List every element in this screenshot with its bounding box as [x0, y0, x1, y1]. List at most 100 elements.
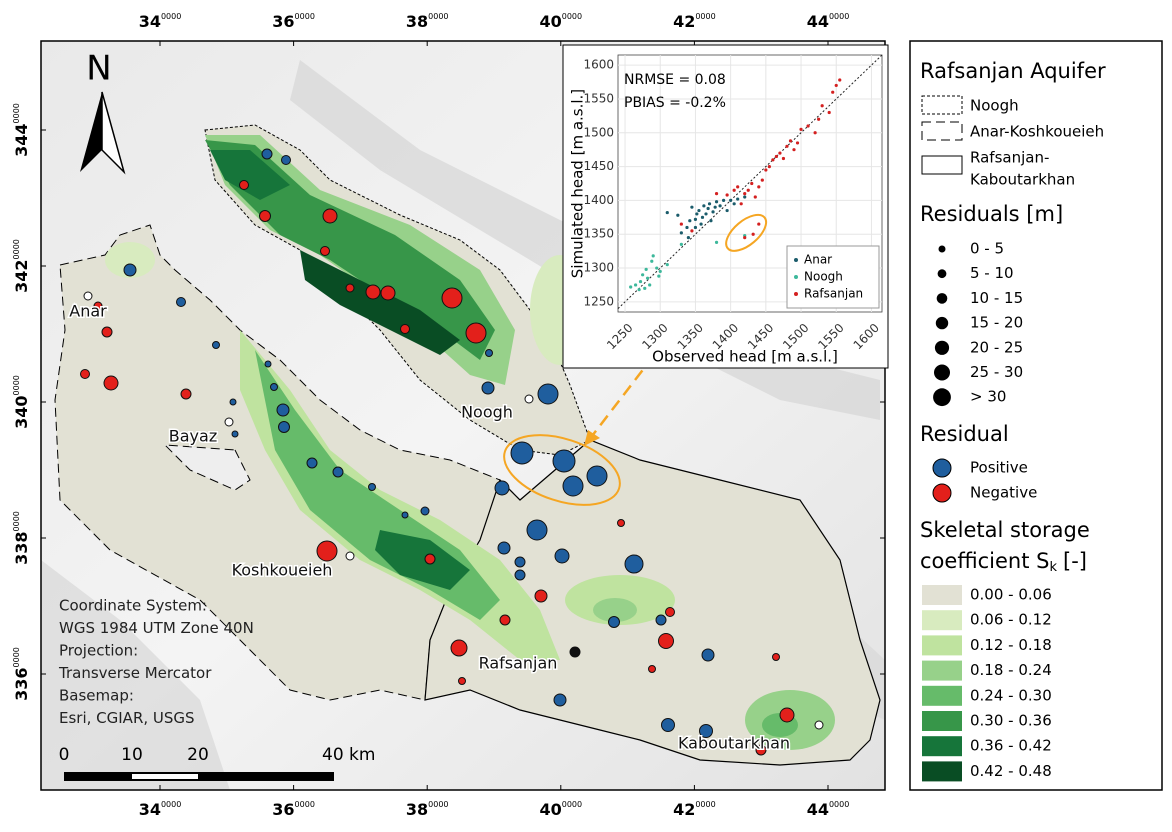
- sk-swatch: [922, 610, 962, 630]
- tick-minor: 0000: [562, 12, 582, 21]
- scale-bar: [64, 772, 334, 781]
- tick-major: 38: [406, 12, 428, 31]
- point: [697, 209, 700, 212]
- point: [740, 202, 743, 205]
- legend-label: Anar: [804, 253, 832, 267]
- point: [707, 207, 710, 210]
- point: [789, 139, 792, 142]
- y-tick-label: 3420000: [12, 239, 31, 293]
- point: [699, 222, 702, 225]
- tick-major: 36: [272, 12, 294, 31]
- sk-label: 0.18 - 0.24: [970, 661, 1052, 679]
- y-tick-label: 1450: [583, 159, 614, 173]
- point: [634, 283, 637, 286]
- point: [680, 231, 683, 234]
- point: [690, 229, 693, 232]
- point: [629, 285, 632, 288]
- x-tick-label: 340000: [139, 12, 182, 31]
- y-tick-label: 3440000: [12, 103, 31, 157]
- sk-label: 0.36 - 0.42: [970, 737, 1052, 755]
- point: [747, 189, 750, 192]
- size-swatch: [936, 317, 948, 329]
- sk-label: 0.30 - 0.36: [970, 712, 1052, 730]
- point: [722, 199, 725, 202]
- point: [711, 210, 714, 213]
- point: [676, 214, 679, 217]
- sk-label: 0.06 - 0.12: [970, 611, 1052, 629]
- point: [782, 157, 785, 160]
- point: [685, 226, 688, 229]
- point: [792, 148, 795, 151]
- tick-minor: 0000: [12, 511, 21, 531]
- tick-minor: 0000: [428, 12, 448, 21]
- point: [655, 266, 658, 269]
- point: [806, 124, 809, 127]
- title-sub: k: [1049, 560, 1057, 575]
- y-tick-label: 3380000: [12, 511, 31, 565]
- aquifer-label: Anar-Koshkoueieh: [970, 123, 1104, 141]
- sign-swatch: [933, 459, 951, 477]
- sk-label: 0.24 - 0.30: [970, 686, 1052, 704]
- tick-minor: 0000: [829, 12, 849, 21]
- size-swatch: [937, 293, 948, 304]
- sk-swatch: [922, 635, 962, 655]
- size-label: 25 - 30: [970, 363, 1023, 381]
- tick-major: 36: [272, 800, 294, 819]
- map-info: Projection:: [59, 642, 138, 660]
- aquifer-swatch: [922, 96, 962, 114]
- point: [814, 131, 817, 134]
- x-tick-label: 420000: [673, 800, 716, 819]
- tick-minor: 0000: [829, 800, 849, 809]
- tick-major: 40: [539, 800, 561, 819]
- tick-minor: 0000: [562, 800, 582, 809]
- point: [657, 275, 660, 278]
- place-label: Noogh: [461, 403, 513, 422]
- point: [648, 283, 651, 286]
- y-tick-label: 1350: [583, 227, 614, 241]
- figure: N 34000034000036000036000038000038000040…: [0, 0, 1172, 828]
- tick-major: 336: [12, 667, 31, 700]
- point: [757, 222, 760, 225]
- size-label: 5 - 10: [970, 264, 1014, 282]
- point: [715, 200, 718, 203]
- y-axis-title: Simulated head [m a.s.l.]: [569, 89, 587, 278]
- aquifer-swatch: [922, 156, 962, 174]
- point: [666, 263, 669, 266]
- place-label: Rafsanjan: [479, 654, 558, 673]
- point: [659, 270, 662, 273]
- tick-major: 340: [12, 395, 31, 428]
- place-label: Kaboutarkhan: [678, 734, 790, 753]
- aquifer-label: Rafsanjan-: [970, 149, 1049, 167]
- point: [694, 226, 697, 229]
- aquifer-label: Noogh: [970, 97, 1019, 115]
- tick-minor: 0000: [12, 103, 21, 123]
- legend-marker: [794, 292, 798, 296]
- size-swatch: [933, 388, 951, 406]
- x-tick-label: 400000: [539, 800, 582, 819]
- legend-marker: [794, 258, 798, 262]
- point: [650, 260, 653, 263]
- point: [718, 204, 721, 207]
- point: [643, 287, 646, 290]
- point: [831, 91, 834, 94]
- point: [757, 185, 760, 188]
- tick-minor: 0000: [428, 800, 448, 809]
- y-tick-label: 1500: [583, 125, 614, 139]
- point: [708, 202, 711, 205]
- point: [733, 189, 736, 192]
- legend-label: Noogh: [804, 270, 843, 284]
- y-tick-label: 1400: [583, 193, 614, 207]
- point: [690, 206, 693, 209]
- size-label: 10 - 15: [970, 289, 1023, 307]
- size-swatch: [935, 341, 949, 355]
- place-label: Anar: [69, 302, 107, 321]
- point: [652, 254, 655, 257]
- x-tick-label: 440000: [807, 12, 850, 31]
- x-tick-label: 360000: [272, 12, 315, 31]
- annotation: PBIAS = -0.2%: [624, 95, 726, 111]
- point: [752, 233, 755, 236]
- tick-major: 42: [673, 800, 695, 819]
- y-tick-label: 3400000: [12, 375, 31, 429]
- x-tick-label: 380000: [406, 800, 449, 819]
- map-info: Esri, CGIAR, USGS: [59, 709, 195, 727]
